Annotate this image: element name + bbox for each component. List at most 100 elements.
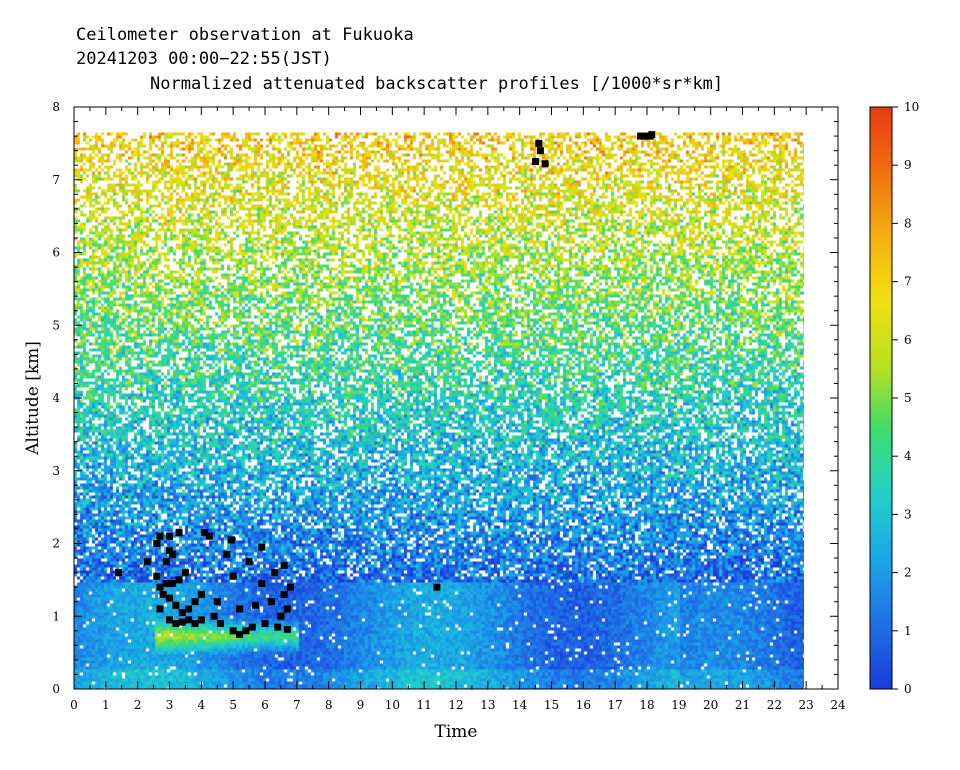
cloud-base-point bbox=[641, 132, 649, 140]
cloud-base-point bbox=[172, 620, 180, 628]
cloud-base-point bbox=[172, 601, 180, 609]
cloud-base-point bbox=[197, 590, 205, 598]
x-tick-label: 4 bbox=[198, 698, 206, 712]
cloud-base-point bbox=[242, 627, 250, 635]
cloud-base-point bbox=[280, 590, 288, 598]
x-tick-label: 13 bbox=[480, 698, 495, 712]
y-tick-label: 0 bbox=[52, 682, 60, 696]
x-tick-label: 3 bbox=[166, 698, 174, 712]
colorbar-ticks: 0 1 2 3 4 5 6 7 8 9 10 bbox=[892, 100, 919, 696]
colorbar-tick-label: 3 bbox=[904, 507, 912, 521]
cloud-base-point bbox=[261, 620, 269, 628]
x-tick-label: 9 bbox=[357, 698, 365, 712]
cloud-base-point bbox=[535, 139, 543, 147]
x-tick-label: 15 bbox=[544, 698, 559, 712]
cloud-base-point bbox=[229, 572, 237, 580]
x-tick-label: 14 bbox=[512, 698, 528, 712]
x-tick-label: 0 bbox=[70, 698, 78, 712]
x-axis-label: Time bbox=[435, 722, 478, 742]
plot-area: 0 1 2 3 4 5 6 7 8 9 10 11 12 13 14 15 16 17 18 19 20 21 22 23 24… bbox=[52, 100, 846, 712]
cloud-base-point bbox=[166, 547, 173, 555]
cloud-base-point bbox=[153, 540, 161, 547]
cloud-base-point bbox=[271, 569, 279, 577]
y-tick-label: 3 bbox=[52, 464, 60, 478]
x-tick-label: 11 bbox=[417, 698, 432, 712]
cloud-base-point bbox=[216, 620, 224, 628]
cloud-base-point bbox=[283, 625, 291, 633]
cloud-base-point bbox=[191, 598, 199, 606]
cloud-base-point bbox=[185, 616, 193, 624]
colorbar-tick-label: 0 bbox=[904, 682, 912, 696]
cloud-base-point bbox=[258, 580, 266, 588]
x-tick-label: 20 bbox=[703, 698, 718, 712]
cloud-base-point bbox=[229, 627, 237, 635]
cloud-base-point bbox=[156, 532, 164, 540]
cloud-base-point bbox=[162, 580, 170, 588]
chart-header-line2: 20241203 00:00−22:55(JST) bbox=[76, 49, 332, 69]
x-tick-label: 8 bbox=[325, 698, 333, 712]
cloud-base-point bbox=[156, 605, 164, 613]
cloud-base-point bbox=[274, 623, 282, 631]
cloud-base-point bbox=[162, 558, 170, 566]
x-tick-label: 23 bbox=[799, 698, 814, 712]
y-tick-label: 4 bbox=[52, 391, 60, 405]
heatmap-image bbox=[74, 132, 804, 690]
cloud-base-point bbox=[169, 550, 177, 558]
cloud-base-point bbox=[205, 532, 213, 540]
cloud-base-point bbox=[175, 529, 183, 537]
x-tick-label: 22 bbox=[767, 698, 782, 712]
cloud-base-point bbox=[178, 609, 186, 617]
cloud-base-point bbox=[185, 605, 193, 613]
cloud-base-point bbox=[433, 583, 441, 591]
cloud-base-point bbox=[248, 623, 256, 631]
colorbar-gradient bbox=[870, 107, 892, 689]
colorbar: 0 1 2 3 4 5 6 7 8 9 10 bbox=[869, 100, 919, 696]
x-tick-label: 2 bbox=[134, 698, 142, 712]
cloud-base-point bbox=[223, 550, 231, 558]
cloud-base-markers bbox=[115, 131, 656, 638]
cloud-base-point bbox=[286, 583, 294, 591]
cloud-base-point bbox=[178, 618, 186, 626]
colorbar-tick-label: 8 bbox=[904, 216, 912, 230]
cloud-base-point bbox=[166, 594, 173, 602]
colorbar-tick-label: 5 bbox=[904, 391, 912, 405]
cloud-base-point bbox=[637, 132, 645, 140]
cloud-base-point bbox=[648, 131, 656, 139]
cloud-base-point bbox=[156, 583, 164, 591]
colorbar-tick-label: 10 bbox=[904, 100, 919, 114]
y-tick-label: 7 bbox=[52, 173, 60, 187]
cloud-base-point bbox=[197, 616, 205, 624]
cloud-base-point bbox=[245, 558, 253, 566]
x-tick-label: 7 bbox=[293, 698, 301, 712]
cloud-base-point bbox=[166, 616, 173, 624]
cloud-base-point bbox=[536, 147, 544, 155]
colorbar-tick-label: 6 bbox=[904, 333, 912, 347]
x-tick-label: 18 bbox=[639, 698, 654, 712]
cloud-base-point bbox=[267, 598, 275, 606]
x-tick-label: 24 bbox=[830, 698, 846, 712]
chart-title: Normalized attenuated backscatter profil… bbox=[150, 74, 723, 94]
cloud-base-point bbox=[258, 543, 266, 551]
cloud-base-point bbox=[228, 536, 236, 544]
y-tick-label: 8 bbox=[52, 100, 60, 114]
cloud-base-point bbox=[532, 158, 540, 166]
x-tick-label: 1 bbox=[102, 698, 110, 712]
colorbar-tick-label: 9 bbox=[904, 158, 912, 172]
colorbar-tick-label: 2 bbox=[904, 566, 912, 580]
cloud-base-point bbox=[236, 630, 244, 638]
cloud-base-point bbox=[201, 529, 209, 537]
cloud-base-point bbox=[191, 620, 199, 628]
cloud-base-point bbox=[210, 612, 218, 620]
x-tick-label: 19 bbox=[671, 698, 686, 712]
cloud-base-point bbox=[159, 590, 167, 598]
chart-header-line1: Ceilometer observation at Fukuoka bbox=[76, 25, 414, 45]
cloud-base-point bbox=[181, 569, 189, 577]
y-axis-ticks: 0 1 2 3 4 5 6 7 8 bbox=[52, 100, 838, 696]
colorbar-tick-label: 7 bbox=[904, 275, 912, 289]
cloud-base-point bbox=[153, 572, 161, 580]
cloud-base-point bbox=[277, 612, 285, 620]
y-tick-label: 1 bbox=[52, 609, 60, 623]
colorbar-tick-label: 4 bbox=[904, 449, 912, 463]
x-tick-label: 5 bbox=[229, 698, 237, 712]
